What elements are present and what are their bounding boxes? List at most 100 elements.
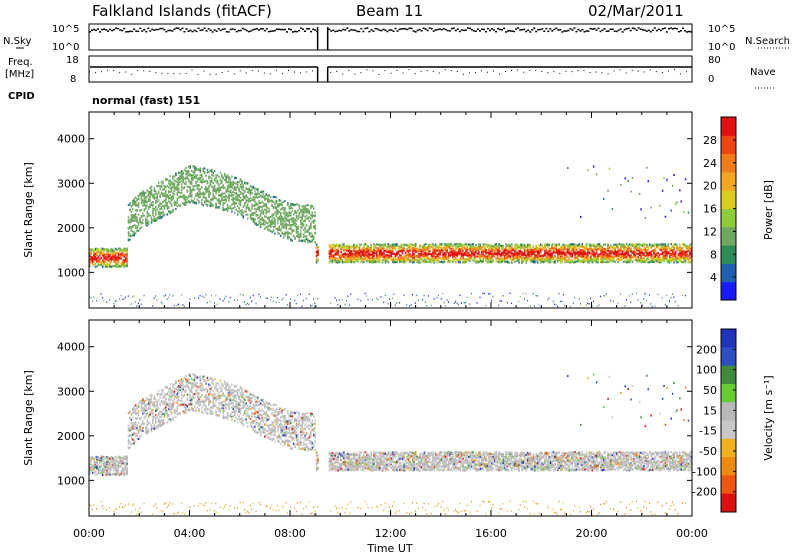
power-echo [195, 202, 197, 204]
power-echo [220, 200, 222, 202]
power-low-echo [501, 301, 502, 303]
power-echo [241, 211, 243, 213]
nave-dot [397, 70, 398, 71]
power-echo [419, 250, 421, 252]
power-echo [389, 244, 391, 246]
power-low-echo [330, 302, 331, 304]
power-echo [123, 259, 125, 261]
power-echo [349, 247, 351, 249]
power-echo [233, 207, 235, 209]
power-echo [112, 258, 114, 260]
power-echo [162, 183, 164, 185]
power-echo [342, 261, 344, 263]
power-low-echo [347, 295, 348, 297]
power-echo [243, 217, 245, 219]
power-echo [188, 186, 190, 188]
power-echo [100, 251, 102, 253]
power-echo [439, 244, 441, 246]
power-echo [458, 246, 460, 248]
power-echo [243, 212, 245, 214]
power-low-echo [181, 294, 182, 296]
power-echo [487, 252, 489, 254]
power-echo [108, 264, 110, 266]
power-echo [310, 226, 312, 228]
power-echo [395, 249, 397, 251]
power-echo [136, 221, 138, 223]
power-low-echo [109, 299, 110, 301]
power-echo [284, 218, 286, 220]
power-low-echo [168, 297, 169, 299]
power-echo [243, 205, 245, 207]
power-echo [393, 253, 395, 255]
power-echo [210, 176, 212, 178]
power-echo [200, 192, 202, 194]
power-echo [212, 175, 214, 177]
power-echo [518, 259, 520, 261]
power-echo [543, 254, 545, 256]
power-echo [204, 200, 206, 202]
power-echo [343, 243, 345, 245]
power-echo [228, 191, 230, 193]
power-echo [497, 245, 499, 247]
power-echo [464, 259, 466, 261]
power-low-echo [228, 301, 229, 303]
power-echo [197, 192, 199, 194]
power-echo [314, 228, 316, 230]
power-echo [538, 250, 540, 252]
power-echo [148, 195, 150, 197]
power-echo [111, 257, 113, 259]
power-echo [484, 249, 486, 251]
power-low-echo [376, 298, 377, 300]
power-echo [118, 260, 120, 262]
power-echo [267, 229, 269, 231]
power-echo [490, 253, 492, 255]
power-echo [340, 258, 342, 260]
power-echo [122, 253, 124, 255]
power-echo [368, 245, 370, 247]
power-echo [500, 259, 502, 261]
power-echo [148, 215, 150, 217]
power-low-echo [372, 299, 373, 301]
power-echo [501, 261, 503, 263]
power-echo [488, 245, 490, 247]
power-echo [383, 256, 385, 258]
power-echo [467, 244, 469, 246]
power-echo [132, 231, 134, 233]
power-echo [154, 208, 156, 210]
power-echo [442, 256, 444, 258]
power-echo [208, 201, 210, 203]
power-echo [267, 218, 269, 220]
power-echo [412, 254, 414, 256]
power-low-echo [465, 302, 466, 304]
power-echo [524, 252, 526, 254]
power-echo [266, 226, 268, 228]
power-echo [108, 252, 110, 254]
power-echo [544, 250, 546, 252]
nave-dot [644, 71, 645, 72]
power-echo [276, 206, 278, 208]
power-echo [111, 266, 113, 268]
power-echo [240, 203, 242, 205]
power-echo [513, 255, 515, 257]
power-echo [297, 233, 299, 235]
power-echo [518, 250, 520, 252]
power-echo [279, 225, 281, 227]
power-echo [375, 261, 377, 263]
power-low-echo [425, 301, 426, 303]
power-low-echo [154, 297, 155, 299]
power-echo [234, 177, 236, 179]
power-low-echo [279, 301, 280, 303]
power-echo [293, 217, 295, 219]
power-echo [129, 222, 131, 224]
power-echo [363, 252, 365, 254]
power-low-echo [345, 304, 346, 306]
power-echo [195, 175, 197, 177]
power-echo [154, 198, 156, 200]
power-echo [448, 244, 450, 246]
power-echo [149, 215, 151, 217]
power-echo [171, 188, 173, 190]
power-echo [349, 254, 351, 256]
power-echo [248, 198, 250, 200]
power-low-echo [156, 299, 157, 301]
nsky-panel-frame [89, 24, 692, 50]
